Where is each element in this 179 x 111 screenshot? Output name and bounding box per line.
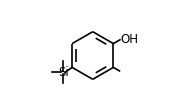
Text: OH: OH xyxy=(120,33,138,46)
Text: Si: Si xyxy=(58,66,69,79)
